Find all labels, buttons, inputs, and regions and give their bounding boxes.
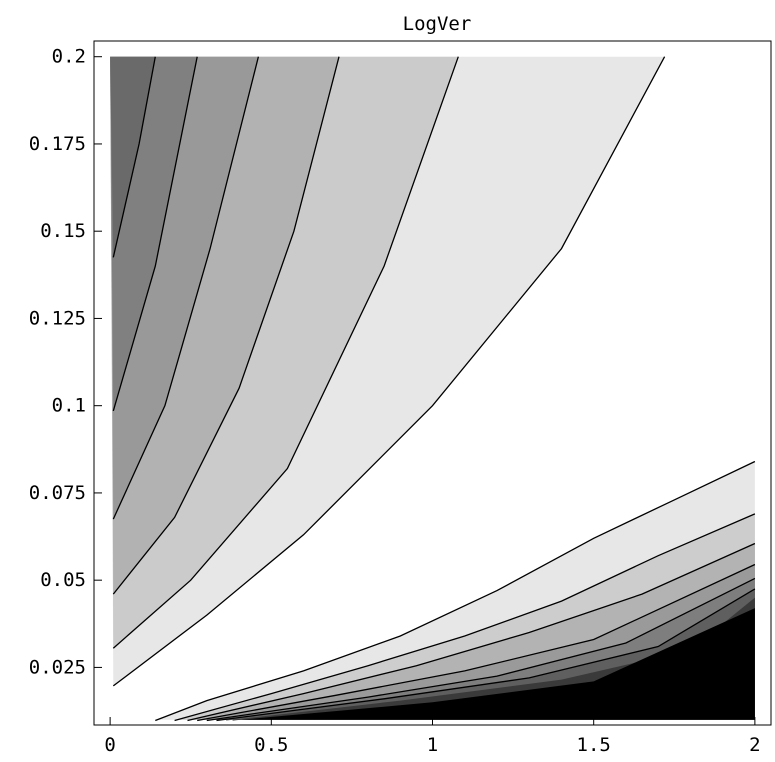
contour-lines [112,56,756,722]
upper-contour-line [112,56,459,649]
lower-contour-fill [232,608,755,721]
upper-contour-line [112,56,198,412]
y-tick-label: 0.15 [40,220,86,242]
y-tick-label: 0.075 [29,482,86,504]
chart-title: LogVer [403,13,472,35]
y-tick-label: 0.2 [52,46,86,68]
y-tick-label: 0.175 [29,133,86,155]
contour-fills [110,56,755,721]
lower-contour-line [206,577,756,722]
x-tick-label: 1.5 [577,734,611,756]
y-tick-label: 0.025 [29,656,86,678]
x-tick-label: 0 [104,734,115,756]
y-tick-label: 0.05 [40,569,86,591]
upper-contour-line [112,56,260,520]
x-axis: 0 0.5 1 1.5 2 [104,717,761,756]
upper-contour-line [112,56,666,687]
x-tick-label: 2 [749,734,760,756]
x-tick-label: 0.5 [254,734,288,756]
upper-contour-line [112,56,340,595]
lower-contour-line [197,563,756,722]
lower-contour-line [187,542,756,722]
y-axis: 0.025 0.05 0.075 0.1 0.125 0.15 0.175 0.2 [29,46,102,678]
y-tick-label: 0.125 [29,307,86,329]
lower-contour-line [216,588,756,722]
lower-contour-line [155,460,756,722]
x-tick-label: 1 [427,734,438,756]
upper-contour-line [112,56,156,258]
y-tick-label: 0.1 [52,395,86,417]
lower-contour-line [174,513,756,722]
upper-contour-fill [110,56,156,258]
